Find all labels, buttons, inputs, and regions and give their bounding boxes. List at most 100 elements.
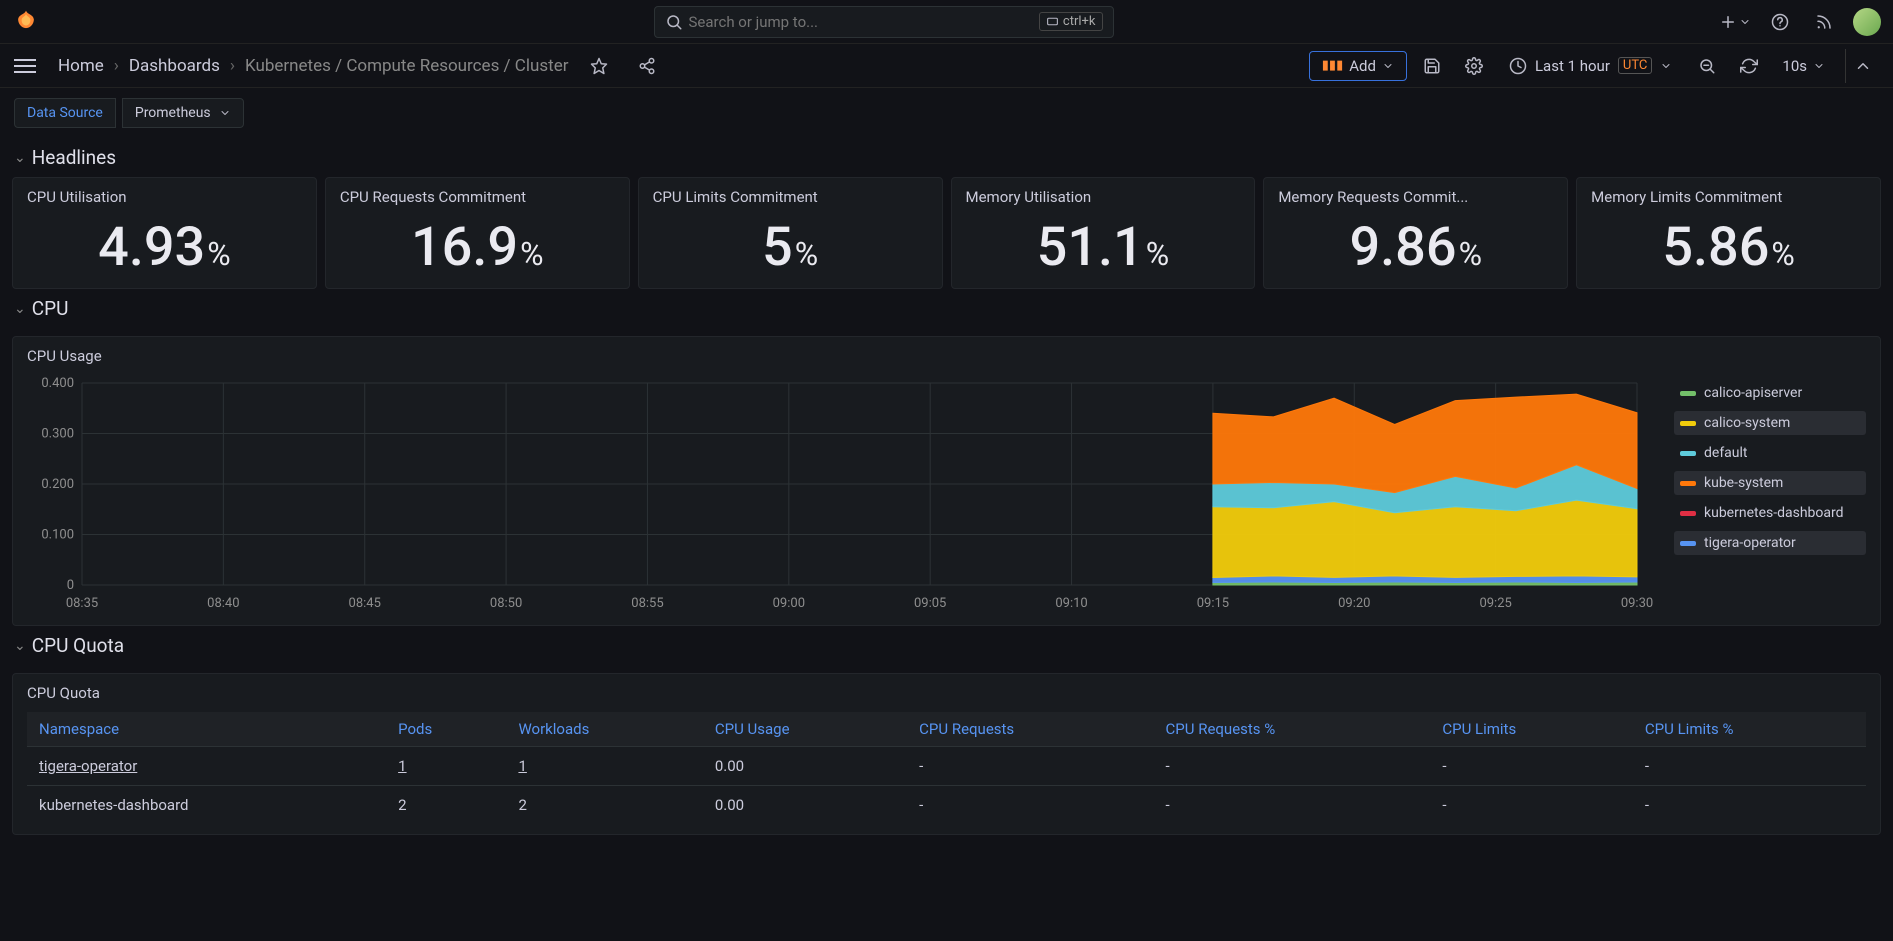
stat-title: CPU Requests Commitment xyxy=(340,188,615,206)
kiosk-toggle[interactable] xyxy=(1845,49,1879,83)
svg-text:09:15: 09:15 xyxy=(1197,596,1229,611)
table-header[interactable]: CPU Limits % xyxy=(1633,712,1866,747)
legend-item[interactable]: default xyxy=(1674,441,1866,465)
stat-panel[interactable]: CPU Limits Commitment 5% xyxy=(638,177,943,289)
global-search[interactable]: ctrl+k xyxy=(654,6,1114,38)
rss-icon xyxy=(1815,13,1833,31)
stat-panel[interactable]: Memory Limits Commitment 5.86% xyxy=(1576,177,1881,289)
zoom-out-button[interactable] xyxy=(1690,49,1724,83)
legend-swatch xyxy=(1680,391,1696,396)
stat-title: Memory Limits Commitment xyxy=(1591,188,1866,206)
table-cell: - xyxy=(907,786,1153,825)
legend-item[interactable]: kubernetes-dashboard xyxy=(1674,501,1866,525)
cpu-usage-title: CPU Usage xyxy=(27,347,1866,365)
add-panel-button[interactable]: ▮▮▮ Add xyxy=(1309,51,1407,81)
table-header[interactable]: CPU Requests xyxy=(907,712,1153,747)
svg-text:09:05: 09:05 xyxy=(914,596,946,611)
stat-title: Memory Utilisation xyxy=(966,188,1241,206)
legend-item[interactable]: calico-apiserver xyxy=(1674,381,1866,405)
search-icon xyxy=(665,13,683,31)
refresh-interval-picker[interactable]: 10s xyxy=(1774,52,1833,80)
legend-item[interactable]: kube-system xyxy=(1674,471,1866,495)
table-header[interactable]: CPU Usage xyxy=(703,712,907,747)
chevron-down-icon: ⌄ xyxy=(14,638,26,654)
row-cpu-quota-toggle[interactable]: ⌄ CPU Quota xyxy=(12,626,1881,665)
search-shortcut: ctrl+k xyxy=(1039,12,1103,31)
datasource-variable-value: Prometheus xyxy=(135,105,211,121)
save-icon xyxy=(1423,57,1441,75)
table-header[interactable]: Pods xyxy=(386,712,506,747)
stat-panel[interactable]: Memory Requests Commit... 9.86% xyxy=(1263,177,1568,289)
legend-label: calico-apiserver xyxy=(1704,385,1802,401)
svg-text:08:45: 08:45 xyxy=(349,596,381,611)
legend-label: default xyxy=(1704,445,1748,461)
legend-item[interactable]: tigera-operator xyxy=(1674,531,1866,555)
save-button[interactable] xyxy=(1415,49,1449,83)
stat-title: Memory Requests Commit... xyxy=(1278,188,1553,206)
top-bar: ctrl+k xyxy=(0,0,1893,44)
stat-panel[interactable]: CPU Utilisation 4.93% xyxy=(12,177,317,289)
stat-value: 4.93% xyxy=(27,216,302,278)
table-header[interactable]: Workloads xyxy=(506,712,702,747)
namespace-cell: kubernetes-dashboard xyxy=(27,786,386,825)
chevron-down-icon: ⌄ xyxy=(14,150,26,166)
menu-toggle[interactable] xyxy=(14,52,42,80)
table-cell[interactable]: 1 xyxy=(506,747,702,786)
table-cell: 2 xyxy=(506,786,702,825)
settings-button[interactable] xyxy=(1457,49,1491,83)
help-button[interactable] xyxy=(1765,7,1795,37)
grafana-logo-icon[interactable] xyxy=(12,8,40,36)
share-button[interactable] xyxy=(630,49,664,83)
stat-panel[interactable]: Memory Utilisation 51.1% xyxy=(951,177,1256,289)
row-cpu-toggle[interactable]: ⌄ CPU xyxy=(12,289,1881,328)
row-cpu-title: CPU xyxy=(32,297,69,320)
cpu-usage-legend: calico-apiserver calico-system default kube… xyxy=(1656,375,1866,615)
crumb-current: Kubernetes / Compute Resources / Cluster xyxy=(245,56,569,76)
legend-label: tigera-operator xyxy=(1704,535,1796,551)
legend-item[interactable]: calico-system xyxy=(1674,411,1866,435)
favorite-button[interactable] xyxy=(582,49,616,83)
namespace-cell[interactable]: tigera-operator xyxy=(27,747,386,786)
crumb-dashboards[interactable]: Dashboards xyxy=(129,56,220,76)
chevron-down-icon xyxy=(1660,60,1672,72)
user-avatar[interactable] xyxy=(1853,8,1881,36)
datasource-variable-select[interactable]: Prometheus xyxy=(122,98,244,128)
table-cell: 0.00 xyxy=(703,786,907,825)
table-cell: - xyxy=(1633,786,1866,825)
cpu-usage-chart[interactable]: 00.1000.2000.3000.40008:3508:4008:4508:5… xyxy=(27,375,1656,615)
row-cpu-quota-title: CPU Quota xyxy=(32,634,124,657)
legend-swatch xyxy=(1680,511,1696,516)
clock-icon xyxy=(1509,57,1527,75)
cpu-quota-title: CPU Quota xyxy=(27,684,1866,702)
legend-swatch xyxy=(1680,451,1696,456)
star-icon xyxy=(590,57,608,75)
chevron-up-icon xyxy=(1854,57,1872,75)
chevron-down-icon xyxy=(1813,60,1825,72)
stat-panel[interactable]: CPU Requests Commitment 16.9% xyxy=(325,177,630,289)
stat-value: 5% xyxy=(653,216,928,278)
news-button[interactable] xyxy=(1809,7,1839,37)
time-range-picker[interactable]: Last 1 hour UTC xyxy=(1499,52,1682,80)
table-header[interactable]: CPU Limits xyxy=(1430,712,1633,747)
refresh-interval-label: 10s xyxy=(1782,57,1807,75)
refresh-button[interactable] xyxy=(1732,49,1766,83)
svg-text:08:40: 08:40 xyxy=(207,596,239,611)
search-input[interactable] xyxy=(689,13,1039,31)
crumb-home[interactable]: Home xyxy=(58,56,104,76)
legend-label: kubernetes-dashboard xyxy=(1704,505,1844,521)
table-header[interactable]: CPU Requests % xyxy=(1154,712,1431,747)
table-header[interactable]: Namespace xyxy=(27,712,386,747)
breadcrumb: Home › Dashboards › Kubernetes / Compute… xyxy=(58,56,568,76)
panel-icon: ▮▮▮ xyxy=(1322,58,1343,73)
row-headlines-toggle[interactable]: ⌄ Headlines xyxy=(12,138,1881,177)
new-menu[interactable] xyxy=(1719,13,1751,31)
legend-swatch xyxy=(1680,541,1696,546)
cpu-quota-panel: CPU Quota NamespacePodsWorkloadsCPU Usag… xyxy=(12,673,1881,835)
svg-text:08:50: 08:50 xyxy=(490,596,522,611)
stat-value: 51.1% xyxy=(966,216,1241,278)
svg-text:0: 0 xyxy=(67,578,74,593)
svg-text:09:30: 09:30 xyxy=(1621,596,1653,611)
legend-label: calico-system xyxy=(1704,415,1790,431)
table-cell: - xyxy=(1430,747,1633,786)
table-cell[interactable]: 1 xyxy=(386,747,506,786)
